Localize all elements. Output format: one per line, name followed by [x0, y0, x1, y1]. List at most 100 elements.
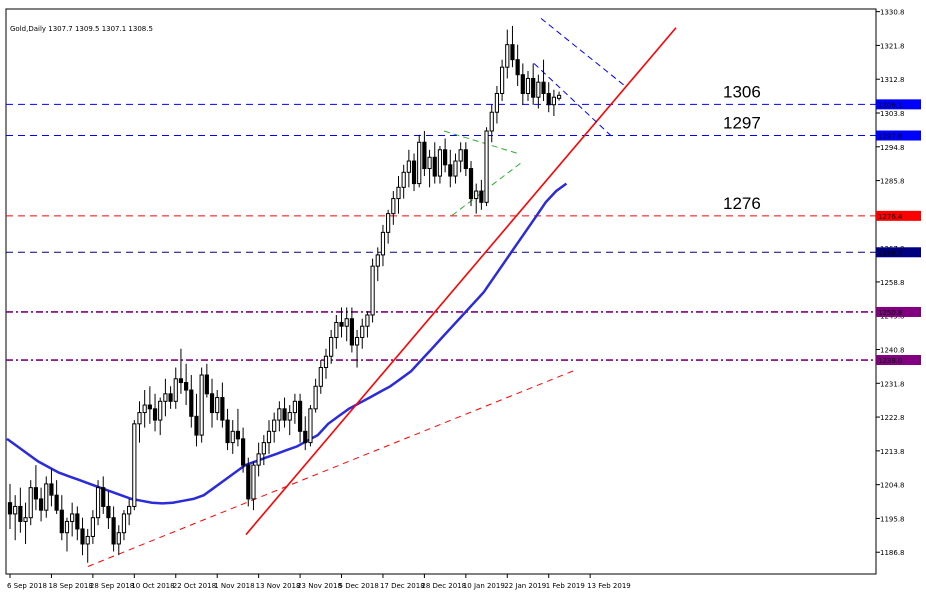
level-annotation-1: 1297 [723, 114, 761, 133]
level-tag-3 [876, 247, 921, 258]
date-label-5: 1 Nov 2018 [214, 582, 254, 590]
candle-body-25 [137, 412, 142, 425]
candle-body-60 [318, 367, 323, 387]
candle-body-58 [308, 408, 313, 444]
candle-body-69 [365, 314, 370, 327]
candle-body-26 [142, 404, 147, 414]
candle-body-93 [489, 111, 494, 132]
candle-body-54 [287, 412, 292, 421]
candle-body-97 [510, 44, 515, 61]
date-label-12: 22 Jan 2019 [504, 582, 546, 590]
candle-body-105 [551, 96, 556, 106]
candle-body-55 [292, 400, 297, 414]
level-tag-1 [876, 130, 921, 141]
candle-body-42 [225, 419, 230, 444]
candle-body-10 [59, 509, 64, 534]
price-label-11: 1222.8 [880, 414, 905, 422]
candle-body-106 [556, 94, 562, 99]
date-label-4: 22 Oct 2018 [173, 582, 216, 590]
candle-body-86 [453, 160, 458, 177]
candle-body-32 [173, 378, 178, 402]
candle-body-98 [515, 59, 520, 76]
candle-body-88 [463, 149, 468, 170]
price-label-9: 1240.8 [880, 347, 905, 355]
candle-body-34 [184, 382, 189, 391]
candle-body-37 [199, 374, 204, 436]
candle-body-22 [121, 513, 127, 534]
candle-body-59 [313, 385, 318, 410]
candle-body-76 [401, 171, 406, 188]
candle-body-91 [479, 190, 484, 203]
candle-body-11 [64, 520, 70, 534]
candle-body-14 [80, 528, 85, 545]
candle-body-47 [251, 464, 256, 500]
date-label-6: 13 Nov 2018 [256, 582, 301, 590]
level-tag-label-1: 1297.8 [878, 133, 903, 141]
candle-body-103 [541, 81, 546, 94]
level-annotation-0: 1306 [723, 82, 761, 101]
date-label-1: 18 Sep 2018 [48, 582, 92, 590]
date-label-13: 1 Feb 2019 [546, 582, 585, 590]
level-tag-4 [876, 306, 921, 317]
level-tag-label-4: 1250.8 [878, 309, 903, 317]
price-label-14: 1195.8 [880, 515, 905, 523]
date-label-2: 28 Sep 2018 [90, 582, 134, 590]
candle-body-74 [391, 198, 396, 215]
candle-body-81 [427, 156, 432, 170]
candle-body-30 [163, 393, 168, 402]
candle-body-5 [33, 487, 38, 500]
candle-body-71 [375, 254, 380, 267]
candle-body-6 [38, 498, 44, 511]
candle-body-62 [329, 336, 334, 357]
price-label-3: 1303.8 [880, 110, 905, 118]
candle-body-29 [158, 400, 163, 421]
candle-body-56 [297, 400, 303, 432]
candle-body-70 [370, 265, 375, 316]
level-tag-label-2: 1276.4 [878, 213, 903, 221]
candle-body-18 [101, 487, 106, 507]
level-tag-label-5: 1238.0 [878, 357, 903, 365]
candle-body-94 [494, 92, 500, 113]
level-annotation-2: 1276 [723, 194, 761, 213]
candle-body-80 [422, 141, 427, 170]
date-label-0: 6 Sep 2018 [7, 582, 47, 590]
candle-body-65 [344, 318, 349, 327]
date-label-3: 10 Oct 2018 [131, 582, 174, 590]
level-tag-label-3: 1266.7 [878, 249, 903, 257]
date-label-11: 10 Jan 2019 [463, 582, 505, 590]
date-label-7: 23 Nov 2018 [297, 582, 342, 590]
candle-body-7 [44, 483, 49, 511]
candle-body-38 [204, 374, 209, 395]
price-label-7: 1258.8 [880, 279, 905, 287]
date-label-9: 17 Dec 2018 [380, 582, 425, 590]
candle-body-13 [75, 513, 80, 530]
candle-body-67 [354, 336, 360, 346]
price-label-2: 1312.8 [880, 76, 905, 84]
plot-frame [5, 8, 877, 575]
candle-body-53 [282, 408, 287, 421]
level-tag-label-0: 1306.1 [878, 101, 903, 109]
flag-upper [443, 130, 519, 155]
level-tag-5 [876, 355, 921, 366]
candle-body-104 [546, 92, 551, 106]
level-tag-0 [876, 99, 921, 110]
candle-body-63 [334, 321, 339, 338]
candle-body-100 [525, 77, 531, 94]
candle-body-39 [209, 393, 215, 414]
candle-body-83 [437, 149, 443, 177]
candle-body-2 [18, 505, 23, 522]
candle-body-40 [215, 397, 220, 414]
candle-body-43 [230, 430, 235, 444]
candle-body-23 [127, 505, 132, 515]
candle-body-4 [28, 487, 33, 519]
candle-body-8 [49, 483, 54, 496]
candle-body-1 [13, 505, 18, 515]
candle-body-72 [380, 231, 386, 256]
price-label-15: 1186.8 [880, 549, 905, 557]
candle-body-75 [396, 186, 401, 200]
candle-body-16 [90, 517, 95, 537]
candle-body-90 [474, 190, 479, 200]
candle-body-49 [261, 442, 266, 455]
